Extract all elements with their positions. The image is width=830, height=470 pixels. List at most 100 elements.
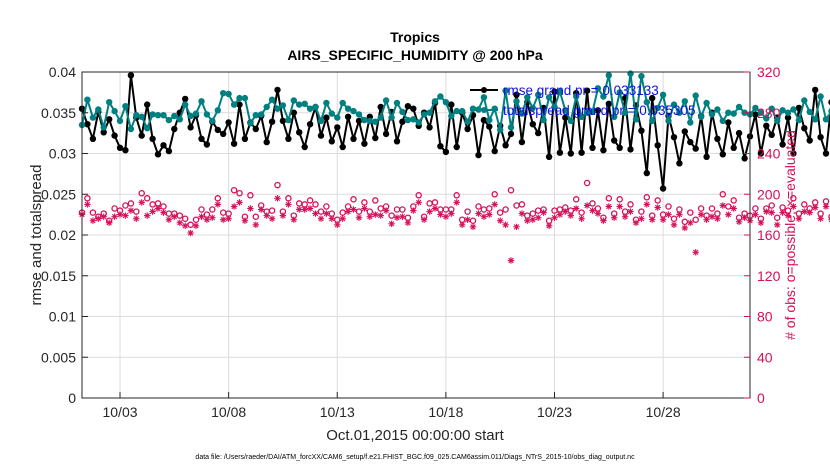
obs-evaluated-point xyxy=(176,219,183,226)
obs-evaluated-point xyxy=(84,201,91,208)
rmse-point xyxy=(296,129,303,136)
data-file-footnote: data file: /Users/raeder/DAI/ATM_forcXX/… xyxy=(195,454,635,461)
totalspread-point xyxy=(448,112,455,120)
asterisk-stroke xyxy=(280,212,286,219)
totalspread-point xyxy=(144,125,151,132)
asterisk-stroke xyxy=(606,203,612,210)
asterisk-stroke xyxy=(399,214,406,220)
obs-possible-point xyxy=(415,192,422,199)
asterisk-stroke xyxy=(340,216,346,222)
asterisk-stroke xyxy=(481,214,487,220)
obs-evaluated-point xyxy=(600,217,607,224)
asterisk-stroke xyxy=(448,210,454,217)
rmse-point xyxy=(382,130,390,138)
obs-possible-point xyxy=(578,209,585,216)
asterisk-stroke xyxy=(731,205,737,212)
obs-evaluated-point xyxy=(350,206,357,213)
obs-evaluated-point xyxy=(225,215,232,222)
asterisk-stroke xyxy=(687,220,693,226)
totalspread-point xyxy=(220,90,227,97)
obs-evaluated-point xyxy=(203,216,211,223)
rmse-point xyxy=(437,143,444,150)
obs-evaluated-point xyxy=(491,201,498,208)
rmse-point xyxy=(806,137,813,144)
totalspread-point xyxy=(757,109,765,116)
rmse-point xyxy=(106,116,113,123)
asterisk-stroke xyxy=(312,210,319,217)
totalspread-point xyxy=(192,110,200,117)
obs-evaluated-point xyxy=(247,205,254,212)
obs-possible-point xyxy=(572,196,580,203)
obs-possible-point xyxy=(312,201,319,208)
y-tick-label: 0.02 xyxy=(49,227,76,243)
obs-possible-point xyxy=(372,197,379,204)
obs-possible-point xyxy=(122,202,129,209)
obs-evaluated-point xyxy=(89,217,97,224)
totalspread-point xyxy=(562,107,569,114)
asterisk-stroke xyxy=(540,209,547,216)
obs-possible-point xyxy=(181,215,189,222)
obs-possible-point xyxy=(317,208,325,215)
rmse-point xyxy=(616,144,623,151)
obs-possible-point xyxy=(605,195,613,202)
y-tick-label: 0.03 xyxy=(49,146,76,162)
obs-possible-point xyxy=(719,191,727,198)
asterisk-stroke xyxy=(486,211,492,218)
totalspread-point xyxy=(258,111,265,118)
obs-evaluated-point xyxy=(730,205,737,212)
totalspread-point xyxy=(296,101,303,108)
asterisk-stroke xyxy=(350,206,357,213)
y2-tick-label: 80 xyxy=(757,309,773,325)
rmse-point xyxy=(600,147,607,154)
asterisk-stroke xyxy=(285,201,292,208)
x-tick-label: 10/08 xyxy=(211,404,246,420)
obs-possible-point xyxy=(230,186,238,194)
totalspread-point xyxy=(344,105,352,112)
rmse-point xyxy=(822,150,830,157)
asterisk-stroke xyxy=(90,218,96,224)
asterisk-stroke xyxy=(769,209,775,216)
asterisk-stroke xyxy=(660,217,666,223)
totalspread-point xyxy=(165,116,173,124)
asterisk-stroke xyxy=(323,210,330,217)
obs-evaluated-point xyxy=(578,215,585,222)
rmse-point xyxy=(426,124,433,131)
obs-evaluated-point xyxy=(822,203,830,210)
obs-evaluated-point xyxy=(551,214,558,221)
obs-evaluated-point xyxy=(638,215,645,222)
rmse-point xyxy=(350,135,357,142)
obs-evaluated-point xyxy=(676,211,683,218)
rmse-point xyxy=(372,134,379,142)
asterisk-stroke xyxy=(122,212,129,219)
totalspread-point xyxy=(328,110,335,117)
obs-possible-point xyxy=(236,189,243,197)
asterisk-stroke xyxy=(149,208,156,215)
rmse-point xyxy=(768,131,775,138)
obs-possible-point xyxy=(355,208,363,215)
obs-evaluated-point xyxy=(116,211,124,218)
obs-evaluated-point xyxy=(431,205,439,212)
totalspread-point xyxy=(659,91,667,99)
obs-evaluated-point xyxy=(567,212,574,219)
asterisk-stroke xyxy=(394,215,400,221)
totalspread-point xyxy=(812,116,819,123)
asterisk-stroke xyxy=(475,210,482,217)
asterisk-stroke xyxy=(627,208,634,215)
rmse-point xyxy=(355,117,363,125)
y2-tick-label: 200 xyxy=(757,186,781,202)
totalspread-point xyxy=(393,99,401,107)
asterisk-stroke xyxy=(388,221,395,227)
rmse-point xyxy=(801,125,808,132)
rmse-point xyxy=(344,113,352,121)
obs-evaluated-point xyxy=(100,213,107,220)
rmse-point xyxy=(817,134,824,141)
asterisk-stroke xyxy=(725,211,731,218)
asterisk-stroke xyxy=(513,224,520,230)
totalspread-point xyxy=(692,92,699,99)
asterisk-stroke xyxy=(578,216,585,222)
rmse-point xyxy=(410,105,417,112)
obs-evaluated-point xyxy=(475,210,482,217)
obs-possible-point xyxy=(127,200,135,207)
totalspread-point xyxy=(431,98,439,105)
